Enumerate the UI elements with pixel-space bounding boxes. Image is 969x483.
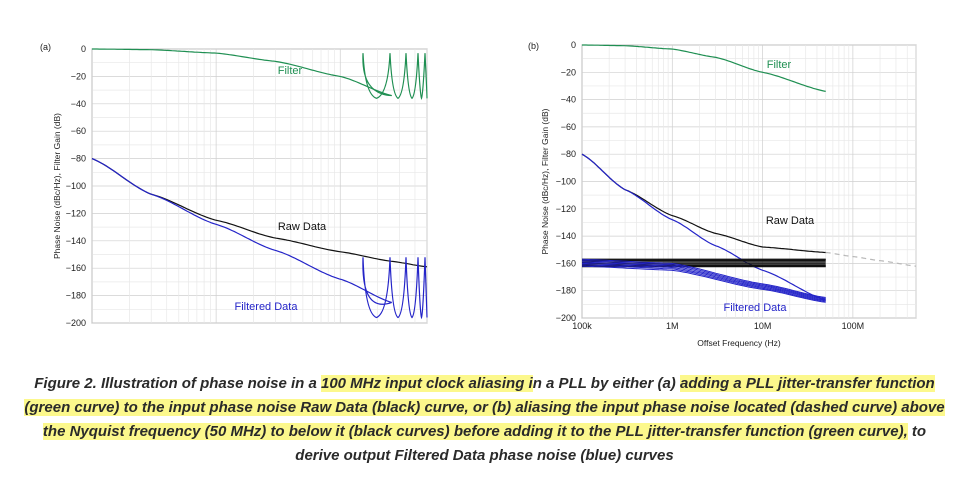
- aliased-filtered-line: [581, 260, 826, 299]
- caption-text: n a PLL by either (a): [532, 375, 680, 392]
- y-tick-label: −80: [71, 154, 86, 164]
- y-tick-label: −100: [66, 181, 86, 191]
- x-tick-label: 10M: [754, 321, 772, 331]
- aliased-filtered-line: [581, 265, 826, 303]
- y-tick-label: −40: [561, 95, 576, 105]
- series-label: Filter: [767, 59, 792, 71]
- y-tick-label: −200: [66, 318, 86, 328]
- series-line: [362, 53, 428, 101]
- y-tick-label: −160: [66, 263, 86, 273]
- panel-b-chart: 0−20−40−60−80−100−120−140−160−180−200100…: [528, 40, 917, 348]
- y-tick-label: −140: [556, 231, 576, 241]
- y-tick-label: −20: [561, 67, 576, 77]
- y-tick-label: −20: [71, 71, 86, 81]
- figure-caption: Figure 2. Illustration of phase noise in…: [20, 372, 949, 468]
- series-line: [582, 44, 826, 92]
- series-label: Filtered Data: [724, 302, 788, 314]
- series-line: [91, 158, 392, 304]
- panel-label: (a): [40, 42, 51, 52]
- figure: 0−20−40−60−80−100−120−140−160−180−200(a)…: [40, 40, 917, 348]
- x-axis-label: Offset Frequency (Hz): [697, 338, 781, 348]
- y-tick-label: −140: [66, 236, 86, 246]
- y-tick-label: −60: [71, 126, 86, 136]
- y-axis-label: Phase Noise (dBc/Hz), Filter Gain (dB): [52, 113, 62, 259]
- y-tick-label: 0: [571, 40, 576, 50]
- y-axis-label: Phase Noise (dBc/Hz), Filter Gain (dB): [540, 108, 550, 254]
- panel-a-chart: 0 −20 −40 −60 −80 −100 −120 −140 −160 −180 −200 (a)…: [40, 42, 428, 328]
- x-tick-label: 100M: [842, 321, 865, 331]
- y-tick-label: 0: [81, 44, 86, 54]
- aliased-filtered-line: [581, 262, 826, 301]
- series-line: [581, 153, 826, 301]
- y-tick-label: −40: [71, 99, 86, 109]
- aliased-filtered-line: [581, 264, 826, 302]
- series-label: Raw Data: [278, 221, 327, 233]
- panel-label: (b): [528, 41, 539, 51]
- y-tick-label: −200: [556, 313, 576, 323]
- series-label: Raw Data: [766, 215, 815, 227]
- y-tick-label: −120: [66, 208, 86, 218]
- y-tick-label: −180: [556, 286, 576, 296]
- series-line: [362, 257, 428, 320]
- aliased-filtered-line: [581, 258, 826, 298]
- y-tick-label: −80: [561, 149, 576, 159]
- y-tick-label: −160: [556, 258, 576, 268]
- caption-text: to derive output Filtered Data phase noi…: [295, 423, 927, 464]
- caption-highlight: 100 MHz input clock aliasing i: [320, 375, 533, 392]
- aliased-filtered-line: [581, 261, 826, 300]
- series-line: [825, 251, 916, 267]
- series-label: Filter: [278, 65, 303, 77]
- series-label: Filtered Data: [235, 301, 299, 313]
- y-tick-label: −180: [66, 291, 86, 301]
- x-tick-label: 100k: [572, 321, 592, 331]
- caption-text: Figure 2. Illustration of phase noise in…: [34, 375, 321, 392]
- x-tick-label: 1M: [666, 321, 679, 331]
- y-tick-label: −60: [561, 122, 576, 132]
- series-line: [92, 48, 392, 97]
- y-tick-label: −120: [556, 204, 576, 214]
- y-tick-label: −100: [556, 177, 576, 187]
